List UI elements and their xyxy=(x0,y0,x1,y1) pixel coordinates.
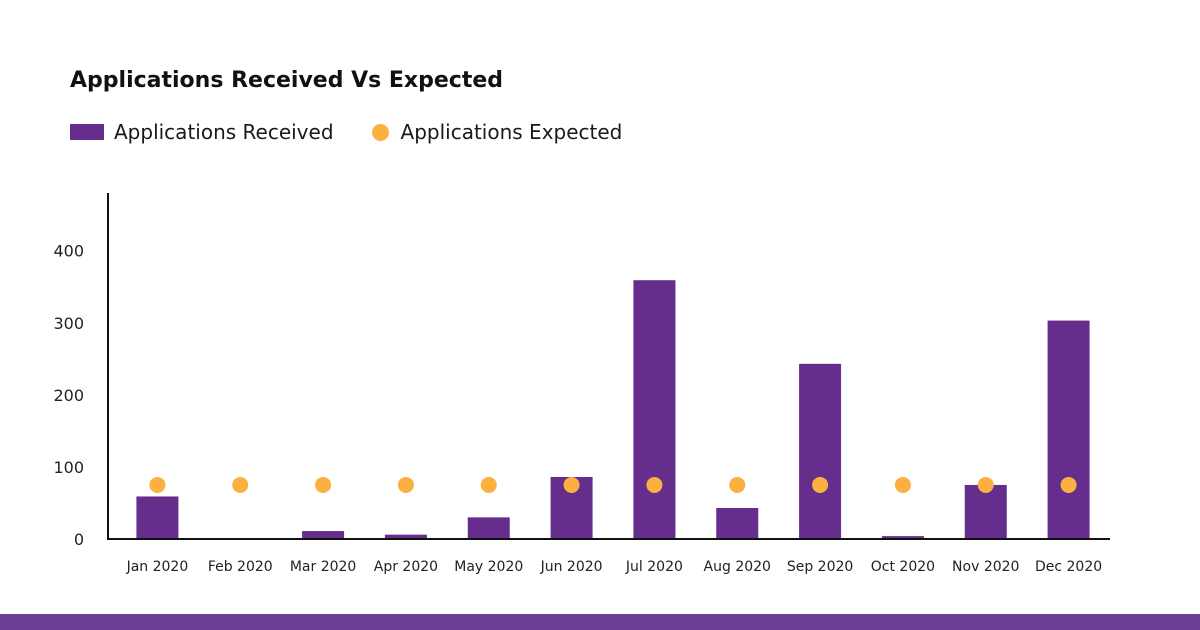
point xyxy=(397,476,414,493)
point xyxy=(646,476,663,493)
x-tick-label: Jun 2020 xyxy=(540,559,603,575)
x-tick-label: Dec 2020 xyxy=(1035,559,1102,575)
y-tick-label: 0 xyxy=(74,530,84,549)
legend-label-expected: Applications Expected xyxy=(400,120,623,144)
bar xyxy=(467,517,510,539)
point xyxy=(894,476,911,493)
x-tick-label: Aug 2020 xyxy=(704,559,771,575)
chart-title: Applications Received Vs Expected xyxy=(70,68,504,93)
bar xyxy=(881,536,924,539)
bar xyxy=(384,534,427,539)
y-tick-label: 400 xyxy=(53,242,84,261)
bar xyxy=(302,531,345,539)
x-tick-label: Jan 2020 xyxy=(126,559,189,575)
point xyxy=(149,476,166,493)
y-tick-label: 100 xyxy=(53,458,84,477)
bar xyxy=(964,484,1007,539)
bar xyxy=(1047,320,1090,539)
bar xyxy=(716,508,759,539)
point xyxy=(729,476,746,493)
point xyxy=(1060,476,1077,493)
point xyxy=(232,476,249,493)
legend-swatch-expected xyxy=(371,123,389,141)
x-tick-label: Jul 2020 xyxy=(625,559,683,575)
legend-label-received: Applications Received xyxy=(114,120,334,144)
point xyxy=(977,476,994,493)
bar xyxy=(136,496,179,539)
x-tick-label: Apr 2020 xyxy=(374,559,438,575)
x-tick-label: Sep 2020 xyxy=(787,559,853,575)
point xyxy=(315,476,332,493)
x-tick-label: May 2020 xyxy=(454,559,523,575)
legend-item-received: Applications Received xyxy=(70,120,334,144)
x-tick-label: Oct 2020 xyxy=(871,559,935,575)
y-tick-label: 300 xyxy=(53,314,84,333)
chart-legend: Applications Received Applications Expec… xyxy=(70,120,660,144)
bottom-accent-band xyxy=(0,614,1200,630)
x-tick-label: Mar 2020 xyxy=(290,559,357,575)
point xyxy=(812,476,829,493)
legend-swatch-received xyxy=(70,124,104,140)
y-tick-label: 200 xyxy=(53,386,84,405)
bar xyxy=(633,280,676,539)
point xyxy=(480,476,497,493)
x-tick-label: Feb 2020 xyxy=(208,559,273,575)
bar xyxy=(799,363,842,539)
point xyxy=(563,476,580,493)
x-tick-label: Nov 2020 xyxy=(952,559,1019,575)
legend-item-expected: Applications Expected xyxy=(371,120,623,144)
